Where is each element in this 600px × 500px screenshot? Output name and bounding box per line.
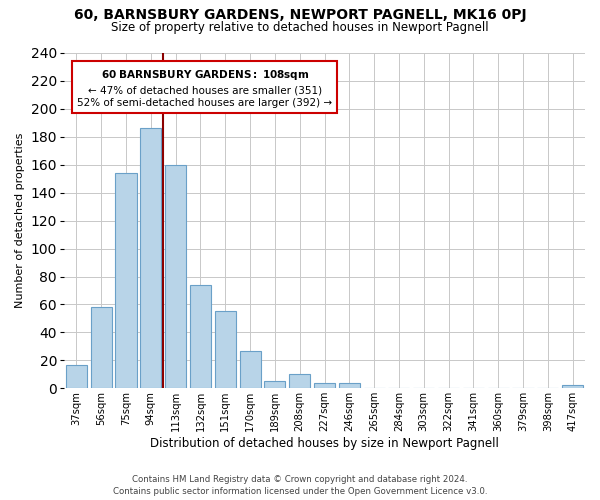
Bar [165, 165, 186, 388]
Bar [562, 386, 583, 388]
Bar [115, 173, 137, 388]
Bar [289, 374, 310, 388]
X-axis label: Distribution of detached houses by size in Newport Pagnell: Distribution of detached houses by size … [150, 437, 499, 450]
Y-axis label: Number of detached properties: Number of detached properties [15, 133, 25, 308]
Bar [265, 382, 286, 388]
Bar [339, 382, 360, 388]
Bar [91, 308, 112, 388]
Text: Size of property relative to detached houses in Newport Pagnell: Size of property relative to detached ho… [111, 21, 489, 34]
Bar [314, 382, 335, 388]
Text: 60, BARNSBURY GARDENS, NEWPORT PAGNELL, MK16 0PJ: 60, BARNSBURY GARDENS, NEWPORT PAGNELL, … [74, 8, 526, 22]
Bar [239, 350, 260, 389]
Bar [66, 364, 87, 388]
Text: Contains HM Land Registry data © Crown copyright and database right 2024.
Contai: Contains HM Land Registry data © Crown c… [113, 474, 487, 496]
Bar [190, 285, 211, 389]
Text: $\mathbf{60\ BARNSBURY\ GARDENS:\ 108sqm}$
← 47% of detached houses are smaller : $\mathbf{60\ BARNSBURY\ GARDENS:\ 108sqm… [77, 68, 332, 108]
Bar [215, 312, 236, 388]
Bar [140, 128, 161, 388]
